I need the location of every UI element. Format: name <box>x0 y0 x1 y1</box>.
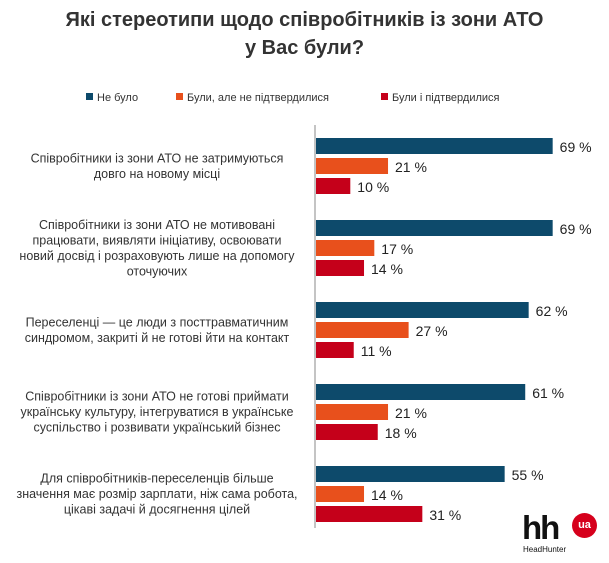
value-label-5-1: 55 % <box>512 467 544 483</box>
category-label-line: працювати, виявляти ініціативу, освоюват… <box>32 233 281 247</box>
legend-label-3: Були і підтвердилися <box>392 92 500 104</box>
bar-4-3 <box>316 424 378 440</box>
bar-3-1 <box>316 302 529 318</box>
category-label-line: суспільство і розвивати український бізн… <box>33 421 280 435</box>
chart-legend: Не було Були, але не підтвердилися Були і … <box>0 91 609 107</box>
chart-title: Які стереотипи щодо співробітників із зо… <box>0 6 609 62</box>
category-label-line: Співробітники із зони АТО не готові прий… <box>25 390 289 404</box>
value-label-3-2: 27 % <box>416 323 448 339</box>
category-label-line: Співробітники із зони АТО не мотивовані <box>39 218 275 232</box>
category-label-1: Співробітники із зони АТО не затримуютьс… <box>31 151 284 181</box>
bar-1-2 <box>316 158 389 174</box>
category-label-line: цікаві задачі й досягнення цілей <box>64 503 250 517</box>
category-label-line: Для співробітників-переселенців більше <box>40 472 273 486</box>
value-label-5-3: 31 % <box>429 507 461 523</box>
logo-hh-text: hh <box>522 509 560 546</box>
value-label-3-1: 62 % <box>536 303 568 319</box>
chart-title-line-2: у Вас були? <box>244 37 365 59</box>
category-label-5: Для співробітників-переселенців більше зн… <box>16 472 297 517</box>
value-label-4-2: 21 % <box>395 405 427 421</box>
bar-5-3 <box>316 506 423 522</box>
category-label-line: значення має розмір зарплати, ніж сама р… <box>16 487 297 501</box>
category-label-line: українську культуру, інтегруватися в укр… <box>21 405 294 419</box>
legend-item-1: Не було <box>86 91 138 105</box>
bar-2-3 <box>316 260 365 276</box>
value-label-1-3: 10 % <box>357 179 389 195</box>
legend-swatch-2 <box>176 93 183 100</box>
value-label-1-1: 69 % <box>560 139 592 155</box>
category-label-line: Переселенці — це люди з посттравматичним <box>26 315 289 329</box>
legend-label-2: Були, але не підтвердилися <box>187 92 330 104</box>
category-label-line: Співробітники із зони АТО не затримуютьс… <box>31 151 284 165</box>
legend-swatch-3 <box>381 93 388 100</box>
category-label-2: Співробітники із зони АТО не мотивовані п… <box>19 218 295 279</box>
bar-2-2 <box>316 240 375 256</box>
legend-label-1: Не було <box>97 92 139 104</box>
legend-item-2: Були, але не підтвердилися <box>176 91 329 105</box>
bar-5-2 <box>316 486 365 502</box>
legend-item-3: Були і підтвердилися <box>381 91 500 105</box>
value-label-4-3: 18 % <box>385 425 417 441</box>
value-label-2-2: 17 % <box>381 241 413 257</box>
category-label-line: новий досвід і розраховують лише на допо… <box>19 249 295 263</box>
logo-subtitle: HeadHunter <box>523 545 567 554</box>
bar-2-1 <box>316 220 553 236</box>
value-label-5-2: 14 % <box>371 487 403 503</box>
category-label-line: оточуючих <box>127 264 188 278</box>
bar-4-2 <box>316 404 389 420</box>
bar-5-1 <box>316 466 505 482</box>
value-label-2-1: 69 % <box>560 221 592 237</box>
bar-3-3 <box>316 342 354 358</box>
bar-1-3 <box>316 178 351 194</box>
headhunter-logo: hh ua HeadHunter <box>522 510 602 556</box>
category-label-4: Співробітники із зони АТО не готові прий… <box>21 390 294 435</box>
bar-4-1 <box>316 384 526 400</box>
legend-swatch-1 <box>86 93 93 100</box>
logo-ua-badge: ua <box>572 513 597 538</box>
category-label-line: синдромом, закриті й не готові йти на ко… <box>25 331 290 345</box>
chart-title-line-1: Які стереотипи щодо співробітників із зо… <box>65 9 544 31</box>
value-label-1-2: 21 % <box>395 159 427 175</box>
bar-3-2 <box>316 322 409 338</box>
bar-1-1 <box>316 138 553 154</box>
category-label-3: Переселенці — це люди з посттравматичним… <box>25 315 290 345</box>
value-label-4-1: 61 % <box>532 385 564 401</box>
value-label-3-3: 11 % <box>361 343 392 359</box>
value-label-2-3: 14 % <box>371 261 403 277</box>
category-label-line: довго на новому місці <box>94 167 220 181</box>
